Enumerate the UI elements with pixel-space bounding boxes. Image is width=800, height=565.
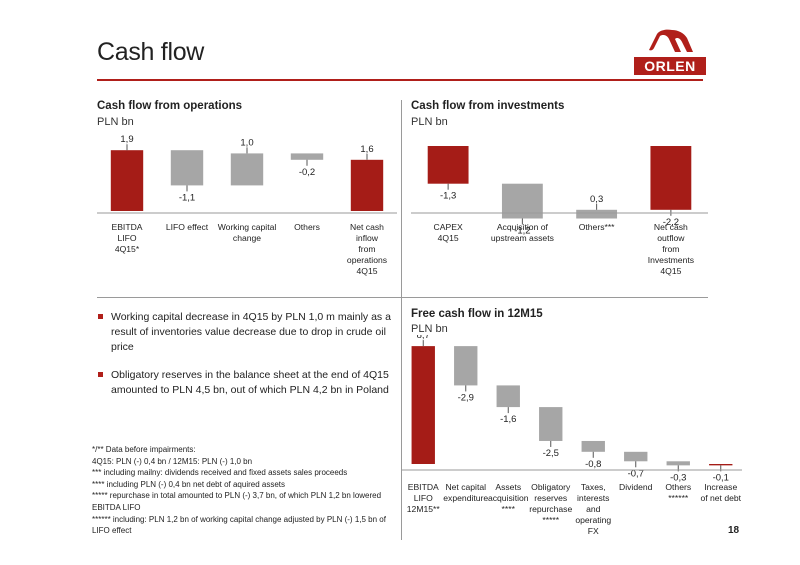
orlen-logo: ORLEN [634, 29, 706, 75]
value-label: 1,6 [360, 144, 373, 155]
value-label: -1,6 [500, 414, 516, 425]
section-divider-horizontal [97, 297, 708, 298]
value-label: -0,8 [585, 459, 601, 470]
value-label: -1,3 [440, 191, 456, 202]
footnote-line: **** including PLN (-) 0,4 bn net debt o… [92, 479, 286, 489]
value-label: -2,5 [543, 448, 559, 459]
bar-3 [496, 385, 520, 408]
bar-5 [350, 159, 384, 211]
logo-plate [634, 57, 706, 75]
bar-2 [454, 346, 478, 386]
bar-1 [411, 346, 435, 464]
bar-3 [576, 209, 618, 219]
bar-6 [624, 451, 648, 462]
value-label: -0,3 [670, 472, 686, 483]
operations-title: Cash flow from operations [97, 100, 243, 112]
category-label: Others*** [579, 222, 615, 232]
category-label: Net capital expenditure [443, 482, 488, 503]
footnote-line: *** including mailny: dividends received… [92, 468, 348, 478]
footnote-line: 4Q15: PLN (-) 0,4 bn / 12M15: PLN (-) 1,… [92, 456, 253, 466]
category-label: LIFO effect [166, 222, 209, 232]
bullet-square-icon [98, 372, 103, 377]
commentary-bullets: Working capital decrease in 4Q15 by PLN … [97, 310, 397, 411]
value-label: -1,1 [179, 192, 195, 203]
category-label: Assets acquisition **** [488, 482, 529, 514]
value-label: 1,0 [240, 137, 253, 148]
footnotes: */** Data before impairments: 4Q15: PLN … [92, 444, 398, 537]
bar-4 [650, 146, 692, 210]
value-label: -0,1 [713, 472, 729, 483]
operations-chart: 1,9 EBITDA LIFO 4Q15* -1,1 LIFO effect 1,0 Work… [97, 135, 397, 276]
bullet-item: Working capital decrease in 4Q15 by PLN … [97, 310, 397, 355]
investments-unit: PLN bn [411, 116, 448, 128]
footnote-line: ***** repurchase in total amounted to PL… [92, 491, 382, 512]
value-label: -0,7 [628, 468, 644, 479]
bullet-item: Obligatory reserves in the balance sheet… [97, 368, 397, 398]
bar-2 [170, 150, 204, 186]
value-label: 8,7 [417, 335, 430, 341]
category-label: Increase of net debt [700, 482, 741, 503]
bar-3 [230, 153, 264, 186]
bullet-text: Working capital decrease in 4Q15 by PLN … [111, 311, 391, 353]
title-divider [97, 79, 703, 81]
value-label: -2,2 [663, 217, 679, 228]
section-divider-vertical [401, 100, 402, 540]
value-label: -2,9 [458, 392, 474, 403]
category-label: EBITDA LIFO 12M15** [407, 482, 441, 514]
bar-1 [427, 146, 469, 184]
category-label: Acquisition of upstream assets [491, 222, 554, 243]
fcf-title: Free cash flow in 12M15 [411, 308, 543, 320]
category-label: CAPEX 4Q15 [434, 222, 463, 243]
footnote-line: */** Data before impairments: [92, 445, 196, 454]
eagle-mark [649, 29, 693, 52]
category-label: Others [294, 222, 320, 232]
bullet-text: Obligatory reserves in the balance sheet… [111, 369, 389, 396]
value-label: -0,2 [299, 167, 315, 178]
category-label: Dividend [619, 482, 653, 492]
category-label: EBITDA LIFO 4Q15* [111, 222, 142, 254]
operations-unit: PLN bn [97, 116, 134, 128]
category-label: Net cash outflow from Investments 4Q15 [648, 222, 694, 276]
category-label: Obligatory reserves repurchase ***** [529, 482, 572, 525]
bar-4 [290, 153, 324, 160]
value-label: -1,2 [514, 226, 530, 237]
bar-4 [539, 407, 563, 441]
category-label: Others ****** [665, 482, 691, 503]
fcf-unit: PLN bn [411, 323, 448, 335]
logo-wordmark: ORLEN [644, 58, 696, 74]
category-label: Working capital change [218, 222, 277, 243]
investments-title: Cash flow from investments [411, 100, 565, 112]
footnote-line: ****** including: PLN 1,2 bn of working … [92, 514, 386, 536]
value-label: 1,9 [120, 135, 133, 145]
bar-8 [709, 464, 733, 466]
value-label: 0,3 [590, 194, 603, 205]
bar-5 [581, 440, 605, 452]
bullet-square-icon [98, 314, 103, 319]
fcf-chart: 8,7 EBITDA LIFO 12M15** -2,9 Net capital expen… [402, 335, 742, 536]
page-title: Cash flow [97, 38, 205, 66]
category-label: Net cash inflow from operations 4Q15 [347, 222, 387, 276]
bar-1 [110, 150, 144, 211]
page-number: 18 [728, 525, 740, 536]
bar-7 [666, 461, 690, 466]
category-label: Taxes, interests and operating FX [575, 482, 611, 536]
